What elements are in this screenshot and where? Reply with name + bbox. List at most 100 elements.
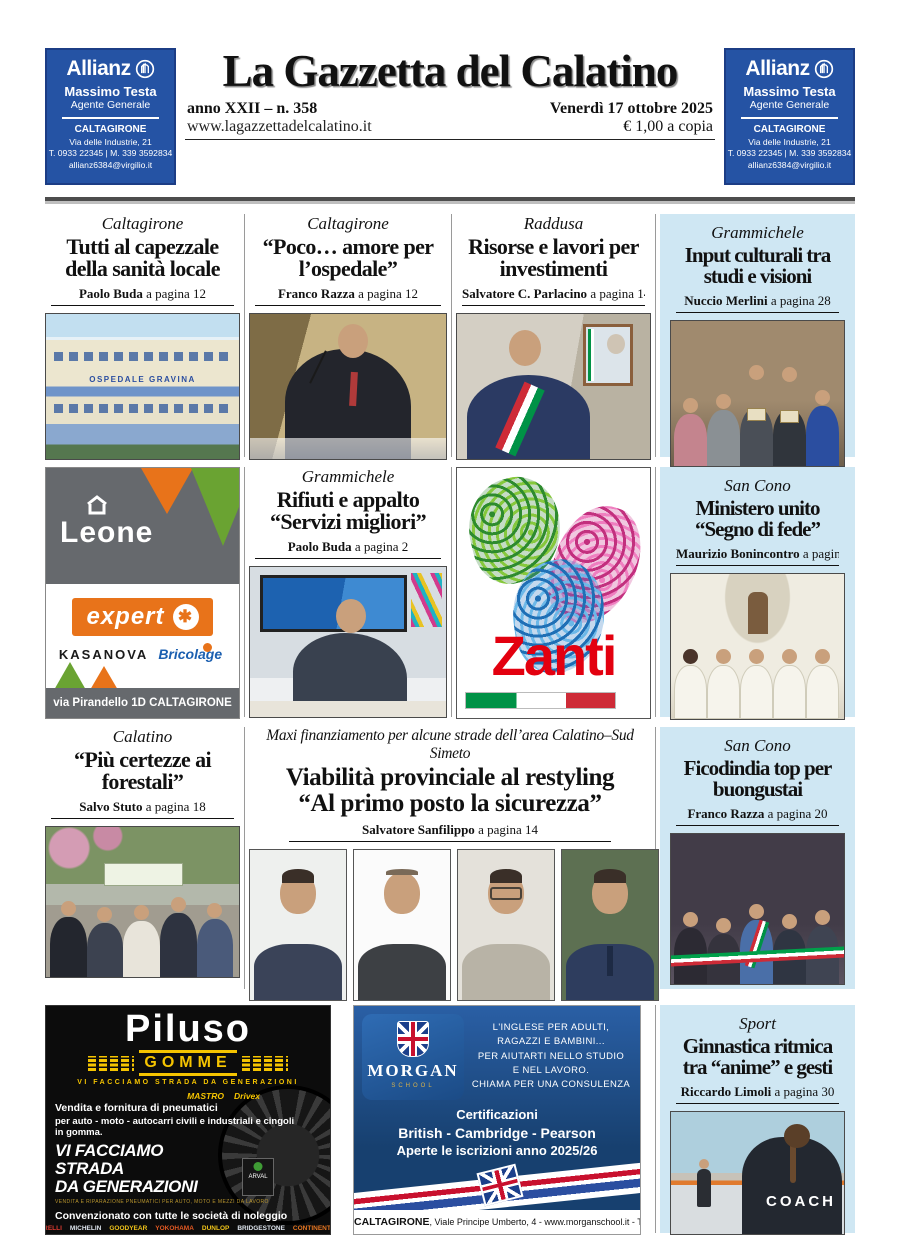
content-row-3: Calatino “Più certezze ai forestali” Sal… (45, 727, 855, 1001)
green-triangle (54, 662, 86, 690)
photo-speaker (249, 313, 447, 461)
author-name: Maurizio Bonincontro (676, 546, 800, 562)
article-title: Ministero unito “Segno di fede” (694, 495, 821, 542)
leone-brands-panel: expert ✱ KASANOVA Bricolage (46, 584, 239, 690)
article-title: Viabilità provinciale al restyling “Al pr… (249, 763, 651, 817)
page-ref: a pagina 18 (145, 799, 206, 815)
coach-figure (741, 1123, 842, 1235)
article-byline: Nuccio Merlini a pagina 28 (676, 293, 839, 314)
ad-leone-slot: Leone expert ✱ KASANOVA Bricolage via Pi (45, 467, 240, 719)
pitch-line: CHIAMA PER UNA CONSULENZA (471, 1079, 631, 1090)
description-line: per auto - moto - autocarri civili e ind… (55, 1116, 295, 1138)
fine-print: VENDITA E RIPARAZIONE PNEUMATICI PER AUT… (55, 1198, 269, 1205)
article-raddusa-investimenti[interactable]: Raddusa Risorse e lavori per investiment… (456, 214, 651, 461)
tire-brand-logos: PIRELLI MICHELIN GOODYEAR YOKOHAMA DUNLO… (46, 1224, 330, 1232)
person-figure (49, 901, 87, 978)
morgan-footer: CALTAGIRONE, Viale Principe Umberto, 4 -… (354, 1210, 640, 1234)
orange-triangle (141, 468, 193, 514)
piluso-body: MASTRO Drivex Vendita e fornitura di pne… (46, 1085, 331, 1225)
spacer (331, 1005, 353, 1233)
footer-city: CALTAGIRONE (354, 1216, 430, 1228)
person-figure (740, 365, 774, 467)
piluso-text-block: Vendita e fornitura di pneumatici per au… (46, 1102, 330, 1222)
title-line-2: “Al primo posto la sicurezza” (298, 789, 602, 817)
sidebar-box-sancono-fede[interactable]: San Cono Ministero unito “Segno di fede”… (660, 467, 855, 721)
article-viabilita-provinciale[interactable]: Maxi finanziamento per alcune strade del… (249, 727, 659, 1001)
sidebar-box-grammichele[interactable]: Grammichele Input culturali tra studi e … (660, 214, 855, 468)
article-title: “Poco… amore per l’ospedale” (262, 233, 434, 282)
page-ref: a pagina 28 (770, 293, 831, 309)
agent-email[interactable]: allianz6384@virgilio.it (68, 159, 153, 170)
pitch-line: RAGAZZI E BAMBINI... (497, 1036, 605, 1048)
photo-mayor-sash (456, 313, 651, 461)
article-rifiuti-appalto[interactable]: Grammichele Rifiuti e appalto “Servizi m… (249, 467, 447, 719)
author-name: Salvo Stuto (79, 799, 143, 815)
allianz-brand: Allianz (726, 57, 853, 81)
photo-hospital: OSPEDALE GRAVINA (45, 313, 240, 461)
photo-street-crowd (45, 826, 240, 979)
morgan-certifications: Certificazioni British - Cambridge - Pea… (354, 1106, 640, 1160)
yokohama-logo: YOKOHAMA (155, 1224, 194, 1232)
sidebar-box-ficodindia[interactable]: San Cono Ficodindia top per buongustai F… (660, 727, 855, 989)
ad-piluso-gomme[interactable]: Piluso GOMME VI FACCIAMO STRADA DA GENER… (45, 1005, 332, 1235)
photo-gym-coach: COACH (670, 1111, 845, 1236)
title-line-1: Viabilità provinciale al restyling (285, 763, 615, 791)
article-title: Ginnastica ritmica tra “anime” e gesti (682, 1033, 834, 1080)
issue-info-right: Venerdì 17 ottobre 2025 € 1,00 a copia (550, 100, 713, 136)
page-ref: a pagina 12 (146, 286, 207, 302)
article-byline: Salvatore C. Parlacino a pagina 14 (462, 286, 645, 307)
michelin-logo: MICHELIN (69, 1224, 102, 1232)
column-divider (244, 727, 245, 989)
kasanova-logo: KASANOVA (58, 647, 149, 662)
ad-morgan-school[interactable]: MORGAN SCHOOL L'INGLESE PER ADULTI, RAGA… (353, 1005, 641, 1235)
author-name: Paolo Buda (78, 286, 143, 302)
issue-number: anno XXII – n. 358 (187, 100, 318, 118)
mayor-head (509, 330, 542, 367)
article-ospedale[interactable]: Caltagirone “Poco… amore per l’ospedale”… (249, 214, 447, 461)
mastro-logo: MASTRO (187, 1091, 225, 1101)
dunlop-logo: DUNLOP (201, 1224, 230, 1232)
morgan-wordmark: MORGAN (367, 1061, 459, 1080)
ad-zanti[interactable]: Zanti (456, 467, 651, 719)
website-link[interactable]: www.lagazzettadelcalatino.it (187, 118, 372, 136)
sidebar-box-sport[interactable]: Sport Ginnastica ritmica tra “anime” e g… (660, 1005, 855, 1236)
divider (62, 117, 159, 119)
person-figure (707, 649, 741, 720)
article-sanita-locale[interactable]: Caltagirone Tutti al capezzale della san… (45, 214, 240, 461)
leone-wordmark: Leone (60, 516, 154, 549)
article-kicker: Maxi finanziamento per alcune strade del… (266, 727, 634, 762)
tire-tread-icon (241, 1055, 288, 1071)
portrait-photo (353, 848, 451, 1001)
author-name: Riccardo Limoli (680, 1084, 772, 1100)
photo-priests-church (670, 573, 845, 721)
ad-leone[interactable]: Leone expert ✱ KASANOVA Bricolage via Pi (45, 467, 240, 719)
portrait-photo (457, 848, 555, 1001)
person-figure (196, 903, 234, 978)
colored-ropes (410, 573, 443, 628)
leone-brand-row: KASANOVA Bricolage (46, 643, 239, 662)
piluso-tagline: VI FACCIAMO STRADA DA GENERAZIONI (77, 1079, 299, 1086)
gomme-wordmark: GOMME (139, 1050, 237, 1076)
allianz-ad-left[interactable]: Allianz Massimo Testa Agente Generale CA… (45, 48, 176, 185)
allianz-wordmark: Allianz (66, 57, 131, 80)
continental-logo: CONTINENTAL (292, 1224, 331, 1232)
green-triangle (191, 468, 239, 546)
article-title: Rifiuti e appalto “Servizi migliori” (270, 486, 427, 535)
author-name: Franco Razza (687, 806, 765, 822)
column-divider (655, 214, 656, 457)
agent-phones: T. 0933 22345 | M. 339 3592834 (727, 148, 852, 158)
column-divider (655, 1005, 656, 1233)
agent-address: Via delle Industrie, 21 (69, 136, 152, 147)
agent-name: Massimo Testa (64, 84, 157, 99)
gymnast-figure (696, 1159, 711, 1208)
allianz-ad-right[interactable]: Allianz Massimo Testa Agente Generale CA… (724, 48, 855, 185)
bridgestone-logo: BRIDGESTONE (237, 1224, 285, 1232)
cert-line: Aperte le iscrizioni anno 2025/26 (396, 1143, 598, 1159)
photo-award-group (670, 320, 845, 468)
leone-address-bar: via Pirandello 1D CALTAGIRONE (46, 688, 239, 718)
agent-email[interactable]: allianz6384@virgilio.it (747, 159, 832, 170)
masthead-block: La Gazzetta del Calatino anno XXII – n. … (185, 46, 715, 141)
article-forestali[interactable]: Calatino “Più certezze ai forestali” Sal… (45, 727, 240, 989)
divider (741, 117, 838, 119)
author-name: Nuccio Merlini (684, 293, 768, 309)
